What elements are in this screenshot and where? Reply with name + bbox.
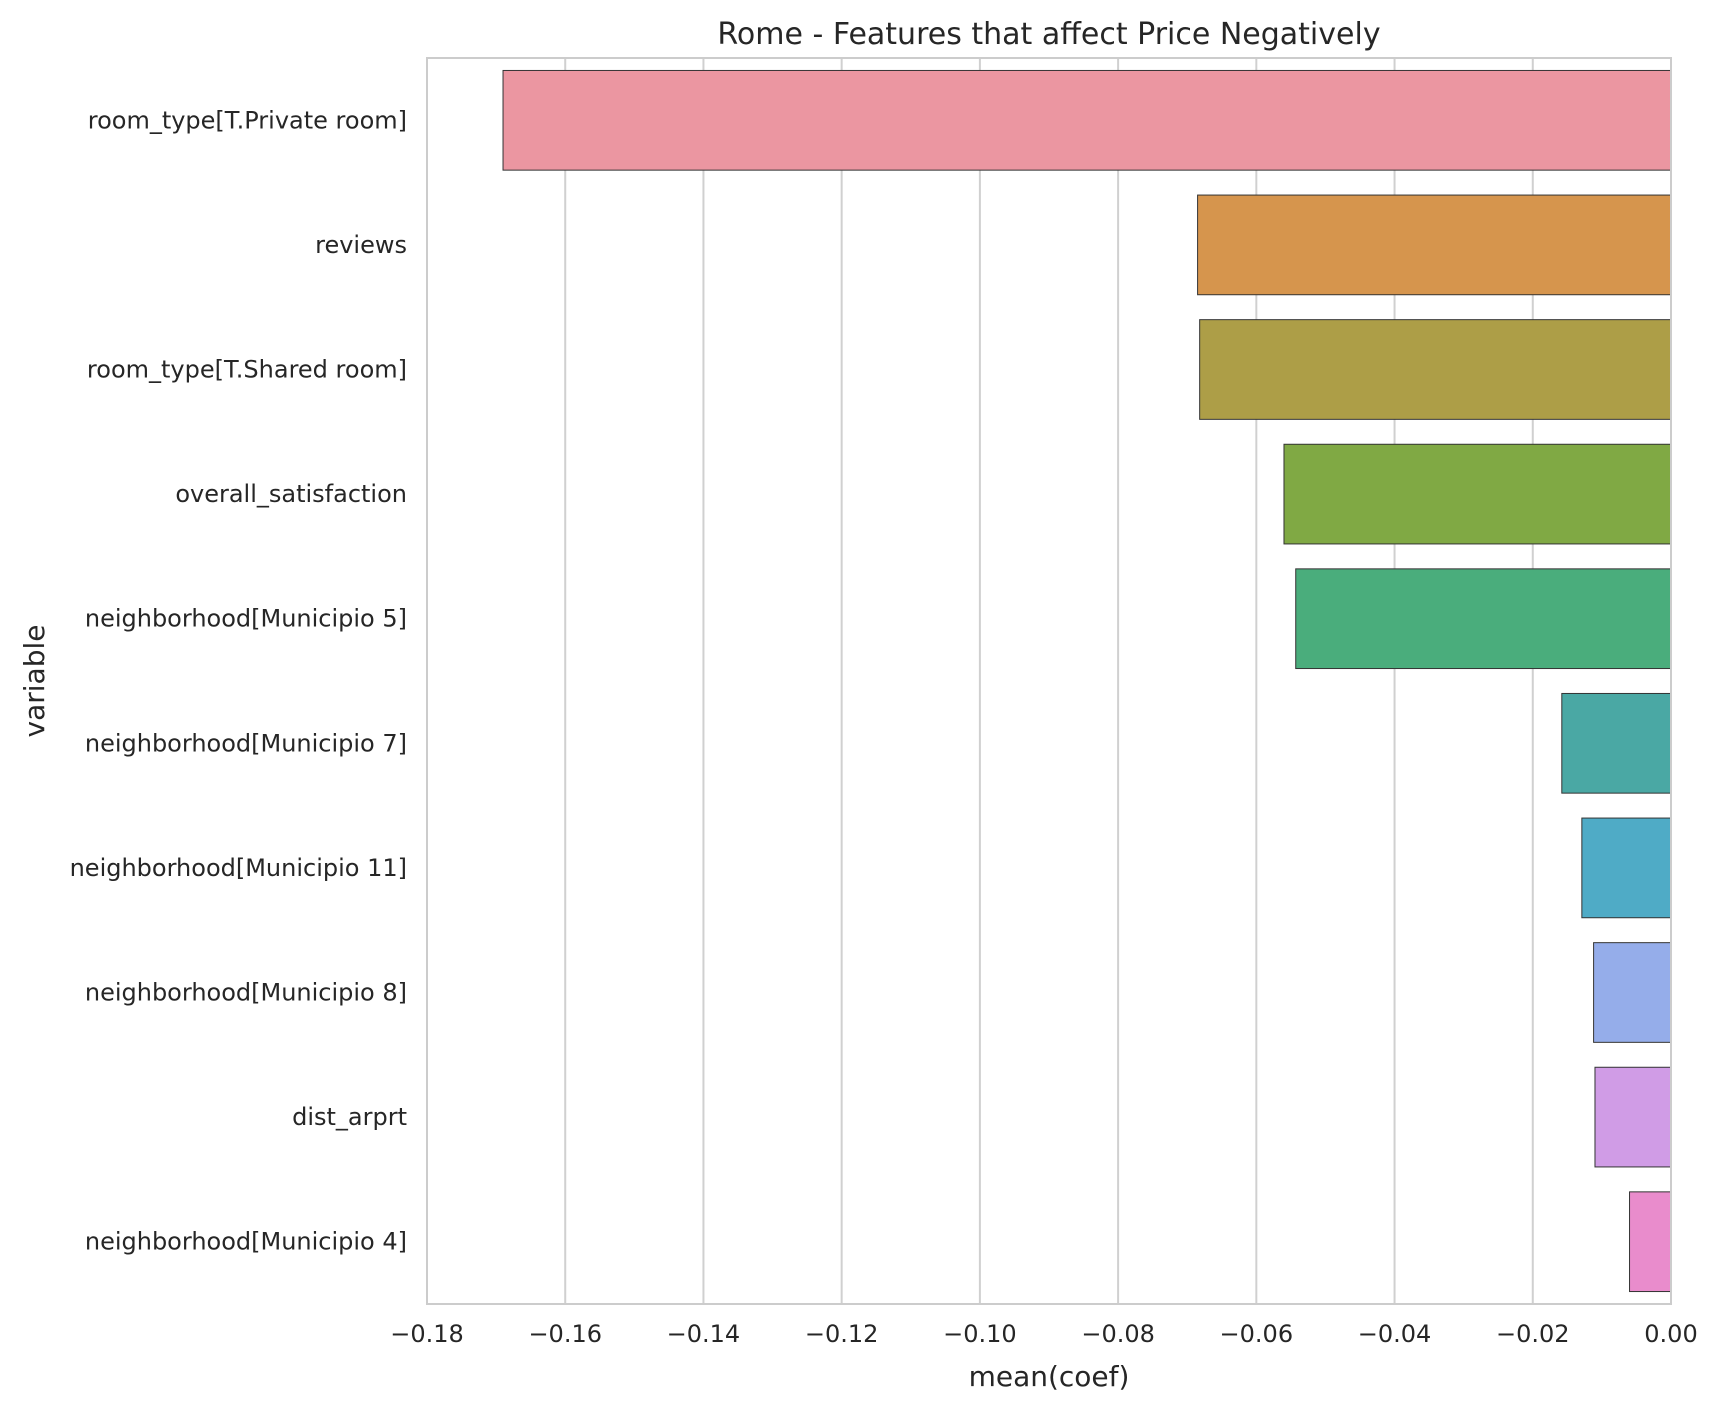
y-category-labels: room_type[T.Private room] reviews room_typ… xyxy=(70,106,407,1255)
x-tick-label: −0.12 xyxy=(805,1320,879,1348)
bar xyxy=(1283,443,1672,545)
x-tick-label: −0.04 xyxy=(1358,1320,1432,1348)
x-tick-label: −0.16 xyxy=(528,1320,602,1348)
y-category-label: neighborhood[Municipio 7] xyxy=(85,729,407,757)
y-category-label: reviews xyxy=(315,231,407,259)
y-category-label: overall_satisfaction xyxy=(175,480,407,508)
x-tick-label: −0.14 xyxy=(667,1320,741,1348)
bar xyxy=(1629,1191,1672,1293)
x-tick-label: −0.08 xyxy=(1081,1320,1155,1348)
y-category-label: neighborhood[Municipio 5] xyxy=(85,605,407,633)
x-tick-label: −0.06 xyxy=(1220,1320,1294,1348)
y-category-label: neighborhood[Municipio 8] xyxy=(85,979,407,1007)
bar xyxy=(1561,692,1672,794)
x-tick-labels: −0.18 −0.16 −0.14 −0.12 −0.10 −0.08 −0.06 −0.04… xyxy=(390,1320,1697,1348)
y-category-label: room_type[T.Private room] xyxy=(88,106,407,134)
bar xyxy=(502,69,1672,171)
y-category-label: dist_arprt xyxy=(292,1103,407,1131)
plot-frame xyxy=(426,57,1672,1305)
bars xyxy=(502,69,1672,1293)
y-category-label: neighborhood[Municipio 4] xyxy=(85,1228,407,1256)
bar xyxy=(1593,942,1672,1043)
x-tick-label: −0.18 xyxy=(390,1320,464,1348)
y-category-label: neighborhood[Municipio 11] xyxy=(70,854,407,882)
y-category-label: room_type[T.Shared room] xyxy=(87,356,407,384)
bar xyxy=(1295,568,1672,670)
chart-title: Rome - Features that affect Price Negati… xyxy=(717,17,1380,52)
bar xyxy=(1199,319,1672,420)
bar xyxy=(1581,817,1672,919)
x-tick-label: 0.00 xyxy=(1644,1320,1697,1348)
y-axis-label: variable xyxy=(18,625,51,738)
x-tick-label: −0.02 xyxy=(1496,1320,1570,1348)
x-tick-label: −0.10 xyxy=(943,1320,1017,1348)
x-axis-label: mean(coef) xyxy=(969,1360,1130,1393)
bar xyxy=(1594,1066,1672,1168)
bar xyxy=(1197,194,1672,296)
